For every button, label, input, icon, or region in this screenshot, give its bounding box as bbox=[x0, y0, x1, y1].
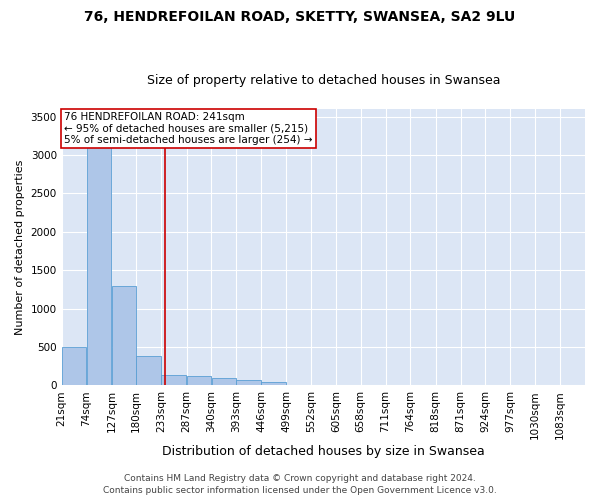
Bar bbox=[261, 382, 286, 386]
Bar bbox=[136, 356, 161, 386]
X-axis label: Distribution of detached houses by size in Swansea: Distribution of detached houses by size … bbox=[162, 444, 485, 458]
Bar bbox=[62, 347, 86, 386]
Bar bbox=[161, 374, 186, 386]
Text: 76, HENDREFOILAN ROAD, SKETTY, SWANSEA, SA2 9LU: 76, HENDREFOILAN ROAD, SKETTY, SWANSEA, … bbox=[85, 10, 515, 24]
Bar bbox=[187, 376, 211, 386]
Bar bbox=[112, 286, 136, 386]
Text: 76 HENDREFOILAN ROAD: 241sqm
← 95% of detached houses are smaller (5,215)
5% of : 76 HENDREFOILAN ROAD: 241sqm ← 95% of de… bbox=[64, 112, 313, 145]
Bar bbox=[212, 378, 236, 386]
Y-axis label: Number of detached properties: Number of detached properties bbox=[15, 160, 25, 335]
Title: Size of property relative to detached houses in Swansea: Size of property relative to detached ho… bbox=[146, 74, 500, 87]
Bar bbox=[86, 132, 112, 386]
Bar bbox=[236, 380, 261, 386]
Text: Contains HM Land Registry data © Crown copyright and database right 2024.
Contai: Contains HM Land Registry data © Crown c… bbox=[103, 474, 497, 495]
